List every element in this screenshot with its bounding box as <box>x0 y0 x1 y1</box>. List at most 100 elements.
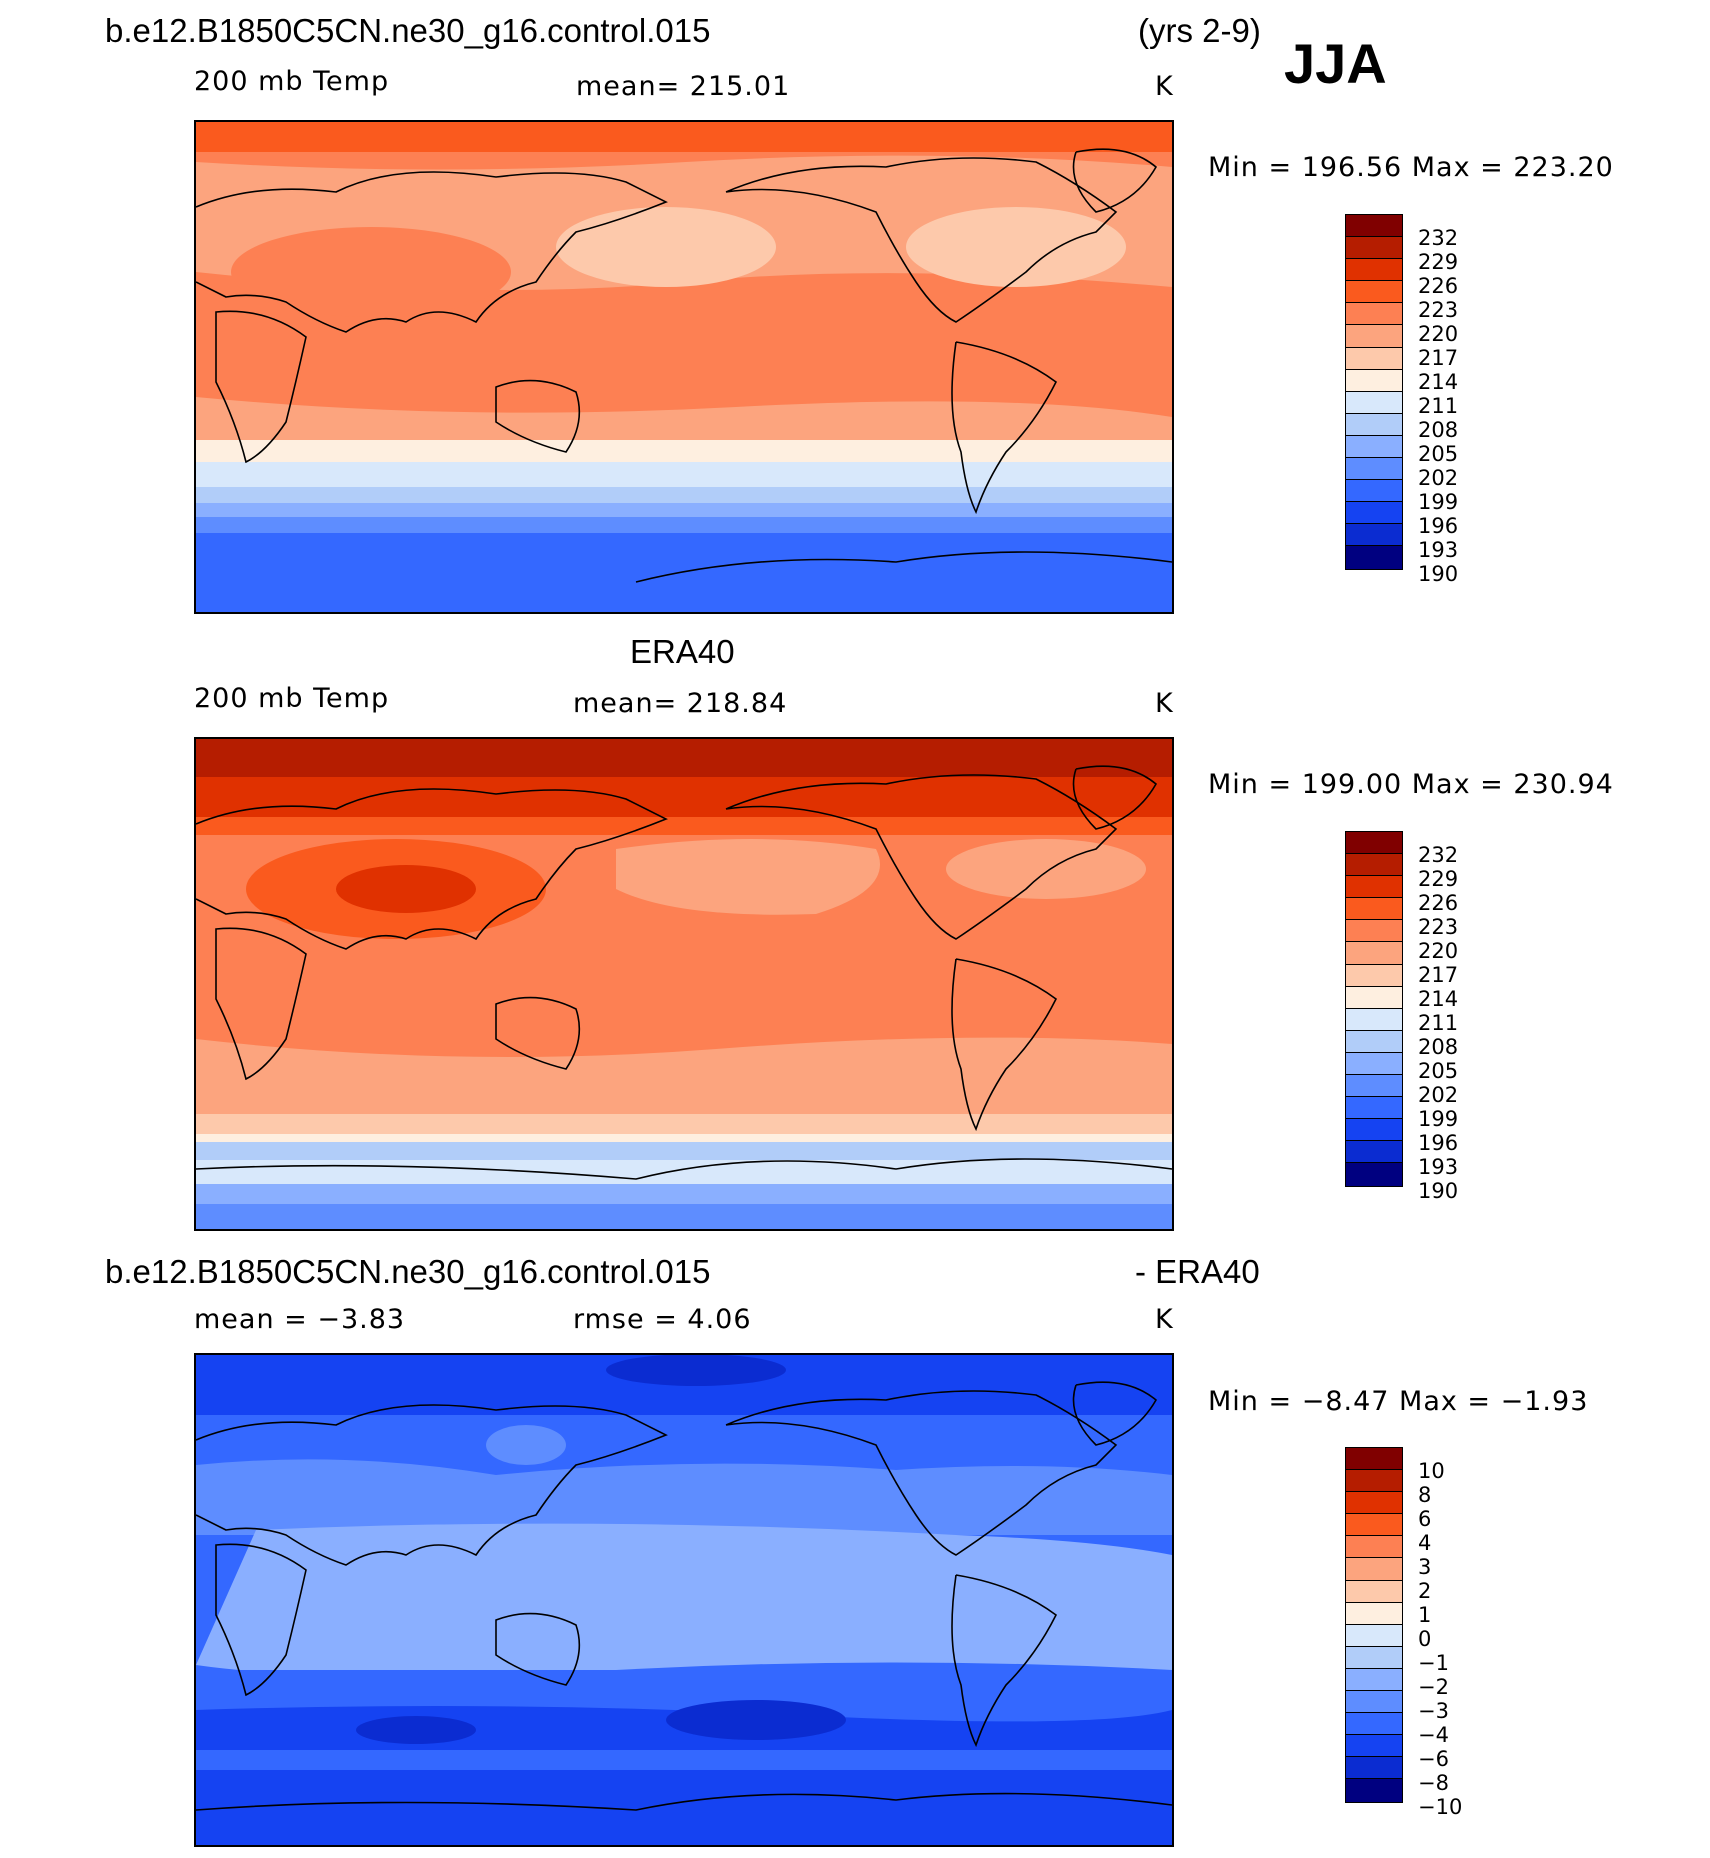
p3-cb-seg <box>1346 1646 1402 1669</box>
p2-patch-npac <box>616 839 880 915</box>
p2-cb-seg <box>1346 898 1402 921</box>
p2-cb-seg <box>1346 1097 1402 1120</box>
p2-cb-label: 232 <box>1418 843 1459 867</box>
p2-cb-label: 199 <box>1418 1107 1459 1131</box>
p3-band-tropics <box>196 1523 1172 1677</box>
p3-band-midlat <box>196 1415 1172 1465</box>
p1-cb-label: 211 <box>1418 394 1459 418</box>
p1-patch-npac <box>556 207 776 287</box>
p2-cb-label: 205 <box>1418 1059 1459 1083</box>
p3-band-antarctic <box>196 1770 1172 1845</box>
p2-cb-seg <box>1346 942 1402 965</box>
p1-cb-seg <box>1346 413 1402 436</box>
p3-cb-label: 0 <box>1418 1627 1432 1651</box>
p2-band-217 <box>196 1114 1172 1134</box>
panel2-mean: mean= 218.84 <box>573 688 788 719</box>
p2-band-199 <box>196 1204 1172 1229</box>
panel2-units: K <box>1155 688 1174 719</box>
p2-band-202 <box>196 1184 1172 1204</box>
p3-cb-label: 6 <box>1418 1507 1432 1531</box>
p2-cb-seg <box>1346 1030 1402 1053</box>
p2-band-sub-s <box>196 1037 1172 1119</box>
p3-cb-label: −3 <box>1418 1699 1449 1723</box>
p3-patch-spac <box>666 1700 846 1740</box>
p3-patch-pole <box>606 1355 786 1386</box>
p2-cb-label: 217 <box>1418 963 1459 987</box>
panel3-title-left: b.e12.B1850C5CN.ne30_g16.control.015 <box>105 1253 711 1290</box>
p1-cb-seg <box>1346 502 1402 525</box>
p2-band-208 <box>196 1160 1172 1184</box>
panel3-units: K <box>1155 1304 1174 1335</box>
p3-cb-seg <box>1346 1558 1402 1581</box>
panel2-minmax: Min = 199.00 Max = 230.94 <box>1208 769 1614 800</box>
p3-cb-label: 8 <box>1418 1483 1432 1507</box>
p3-cb-seg <box>1346 1448 1402 1471</box>
p2-patch-tibet <box>336 865 476 913</box>
p1-cb-label: 202 <box>1418 466 1459 490</box>
p1-cb-label: 223 <box>1418 298 1459 322</box>
p1-cb-label: 190 <box>1418 562 1459 586</box>
p1-cb-seg <box>1346 369 1402 392</box>
panel3-map-svg <box>196 1355 1172 1845</box>
p3-cb-seg <box>1346 1580 1402 1603</box>
p2-cb-label: 229 <box>1418 867 1459 891</box>
p2-cb-label: 202 <box>1418 1083 1459 1107</box>
p1-cb-seg <box>1346 325 1402 348</box>
p3-cb-label: 3 <box>1418 1555 1432 1579</box>
p2-cb-label: 196 <box>1418 1131 1459 1155</box>
p1-band-202 <box>196 503 1172 517</box>
p1-band-208 <box>196 462 1172 487</box>
panel3-map <box>194 1353 1174 1847</box>
panel1-title-left: b.e12.B1850C5CN.ne30_g16.control.015 <box>105 12 711 49</box>
p1-band-sub-s <box>196 397 1172 447</box>
panel2-colorbar <box>1345 831 1403 1187</box>
p1-cb-label: 229 <box>1418 250 1459 274</box>
p1-cb-label: 214 <box>1418 370 1459 394</box>
p3-cb-seg <box>1346 1757 1402 1780</box>
p1-cb-seg <box>1346 546 1402 569</box>
p1-cb-seg <box>1346 237 1402 260</box>
panel1-map <box>194 120 1174 614</box>
panel2-title: ERA40 <box>630 633 735 670</box>
p3-cb-label: 4 <box>1418 1531 1432 1555</box>
p3-band-sub-n <box>196 1459 1172 1535</box>
p2-cb-seg <box>1346 1052 1402 1076</box>
p1-cb-seg <box>1346 281 1402 304</box>
p3-cb-seg <box>1346 1668 1402 1692</box>
p1-cb-seg <box>1346 303 1402 326</box>
p2-cb-label: 190 <box>1418 1179 1459 1203</box>
p2-cb-seg <box>1346 832 1402 855</box>
panel3-title-right: - ERA40 <box>1135 1253 1260 1290</box>
p2-cb-seg <box>1346 986 1402 1009</box>
p3-cb-seg <box>1346 1624 1402 1647</box>
p2-coastlines <box>196 765 1172 1180</box>
panel1-units: K <box>1155 71 1174 102</box>
panel3-rmse: rmse = 4.06 <box>573 1304 752 1335</box>
p2-band-subarctic <box>196 777 1172 817</box>
p1-cb-label: 220 <box>1418 322 1459 346</box>
panel3-mean: mean = −3.83 <box>194 1304 406 1335</box>
p1-cb-seg <box>1346 391 1402 414</box>
p1-patch-natl <box>906 207 1126 287</box>
p1-band-arctic <box>196 122 1172 152</box>
p1-band-205 <box>196 487 1172 503</box>
p2-cb-label: 193 <box>1418 1155 1459 1179</box>
p2-cb-seg <box>1346 920 1402 943</box>
p1-cb-seg <box>1346 524 1402 547</box>
p2-cb-seg <box>1346 1141 1402 1164</box>
p2-cb-seg <box>1346 1119 1402 1142</box>
panel3-colorbar <box>1345 1447 1403 1803</box>
panel1-map-svg <box>196 122 1172 612</box>
p3-cb-label: 10 <box>1418 1459 1445 1483</box>
p2-cb-label: 208 <box>1418 1035 1459 1059</box>
p1-cb-label: 199 <box>1418 490 1459 514</box>
p3-cb-seg <box>1346 1735 1402 1758</box>
p2-cb-seg <box>1346 876 1402 899</box>
p3-cb-label: −2 <box>1418 1675 1449 1699</box>
p3-cb-label: 2 <box>1418 1579 1432 1603</box>
p1-cb-label: 208 <box>1418 418 1459 442</box>
panel1-minmax: Min = 196.56 Max = 223.20 <box>1208 152 1614 183</box>
p1-cb-label: 232 <box>1418 226 1459 250</box>
p2-cb-seg <box>1346 1008 1402 1031</box>
p2-cb-label: 226 <box>1418 891 1459 915</box>
